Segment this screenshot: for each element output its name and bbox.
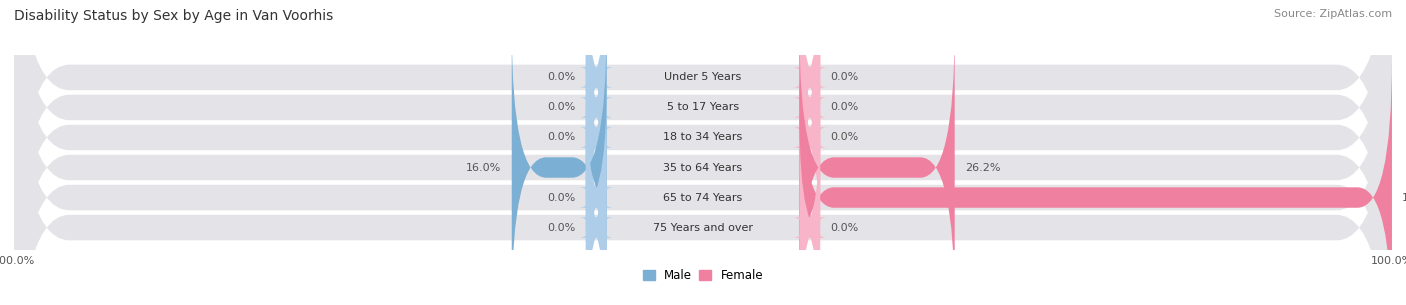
FancyBboxPatch shape: [793, 0, 827, 187]
FancyBboxPatch shape: [793, 118, 827, 305]
Text: Under 5 Years: Under 5 Years: [665, 72, 741, 82]
FancyBboxPatch shape: [14, 0, 1392, 305]
Legend: Male, Female: Male, Female: [638, 265, 768, 287]
FancyBboxPatch shape: [800, 58, 1392, 305]
Text: 0.0%: 0.0%: [831, 102, 859, 113]
Text: 65 to 74 Years: 65 to 74 Years: [664, 192, 742, 203]
Text: 0.0%: 0.0%: [831, 223, 859, 233]
Text: 0.0%: 0.0%: [547, 72, 575, 82]
Text: 0.0%: 0.0%: [547, 132, 575, 142]
Text: Source: ZipAtlas.com: Source: ZipAtlas.com: [1274, 9, 1392, 19]
FancyBboxPatch shape: [579, 0, 613, 217]
FancyBboxPatch shape: [512, 27, 606, 305]
Text: 35 to 64 Years: 35 to 64 Years: [664, 163, 742, 173]
FancyBboxPatch shape: [14, 0, 1392, 305]
Text: 100.0%: 100.0%: [1402, 192, 1406, 203]
FancyBboxPatch shape: [579, 27, 613, 247]
FancyBboxPatch shape: [14, 0, 1392, 305]
FancyBboxPatch shape: [793, 27, 827, 247]
FancyBboxPatch shape: [800, 27, 955, 305]
Text: 0.0%: 0.0%: [547, 223, 575, 233]
Text: 18 to 34 Years: 18 to 34 Years: [664, 132, 742, 142]
Text: 5 to 17 Years: 5 to 17 Years: [666, 102, 740, 113]
Text: Disability Status by Sex by Age in Van Voorhis: Disability Status by Sex by Age in Van V…: [14, 9, 333, 23]
FancyBboxPatch shape: [579, 0, 613, 187]
Text: 75 Years and over: 75 Years and over: [652, 223, 754, 233]
FancyBboxPatch shape: [14, 0, 1392, 305]
Text: 0.0%: 0.0%: [547, 192, 575, 203]
Text: 0.0%: 0.0%: [831, 72, 859, 82]
Text: 0.0%: 0.0%: [831, 132, 859, 142]
Text: 0.0%: 0.0%: [547, 102, 575, 113]
FancyBboxPatch shape: [579, 118, 613, 305]
Text: 16.0%: 16.0%: [467, 163, 502, 173]
FancyBboxPatch shape: [14, 0, 1392, 305]
FancyBboxPatch shape: [14, 0, 1392, 305]
Text: 26.2%: 26.2%: [965, 163, 1001, 173]
FancyBboxPatch shape: [793, 0, 827, 217]
FancyBboxPatch shape: [579, 88, 613, 305]
